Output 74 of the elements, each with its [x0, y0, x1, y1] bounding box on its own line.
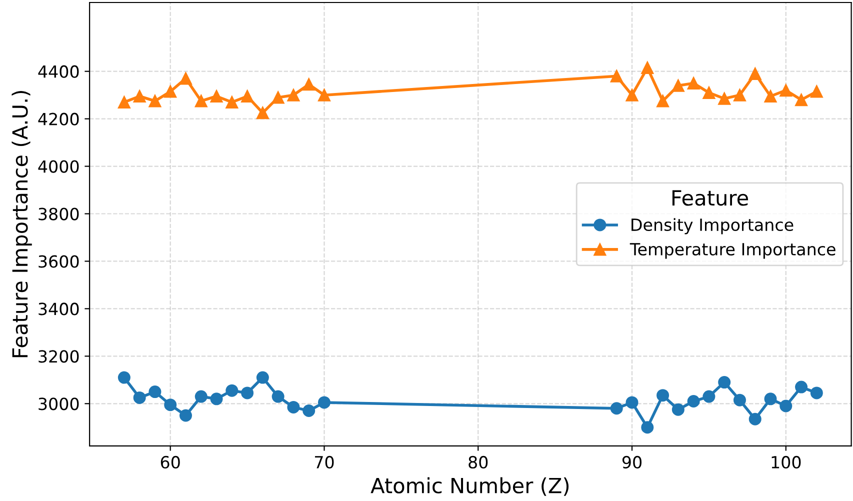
- point: [272, 91, 284, 104]
- point: [302, 78, 316, 91]
- point: [810, 85, 823, 98]
- x-tick-label: 60: [160, 456, 180, 469]
- point: [656, 389, 670, 402]
- y-tick-label: 3400: [38, 302, 79, 316]
- point: [118, 96, 130, 108]
- x-axis-title: Atomic Number (Z): [370, 477, 569, 496]
- legend-label: Density Importance: [632, 218, 794, 234]
- y-tick-label: 3000: [38, 398, 79, 410]
- point: [194, 390, 208, 403]
- point: [133, 90, 146, 103]
- legend-label: Temperature Importance: [630, 243, 836, 259]
- point: [718, 92, 731, 105]
- y-tick-label: 3600: [38, 255, 79, 268]
- point: [626, 88, 638, 102]
- point: [256, 371, 269, 384]
- point: [164, 85, 177, 98]
- point: [226, 96, 238, 108]
- point: [194, 94, 208, 108]
- point: [795, 94, 808, 106]
- point: [656, 94, 670, 108]
- point: [610, 402, 623, 415]
- point: [733, 88, 746, 102]
- point: [118, 371, 130, 384]
- point: [672, 79, 684, 92]
- point: [287, 400, 300, 414]
- y-tick-label: 3200: [38, 350, 79, 363]
- point: [672, 403, 684, 416]
- y-tick-label: 3800: [38, 208, 79, 220]
- point: [164, 398, 177, 412]
- point: [764, 90, 777, 103]
- point: [733, 394, 746, 406]
- point: [302, 404, 316, 418]
- point: [810, 386, 823, 400]
- point: [764, 392, 777, 406]
- x-tick-label: 100: [772, 456, 801, 469]
- point: [272, 390, 284, 403]
- x-tick-label: 80: [468, 456, 488, 469]
- y-axis-title: Feature Importance (A.U.): [12, 91, 32, 358]
- point: [148, 386, 162, 398]
- point: [610, 70, 623, 82]
- point: [256, 106, 269, 120]
- point: [241, 90, 254, 103]
- point: [702, 390, 716, 403]
- point: [795, 380, 808, 394]
- point: [626, 396, 638, 409]
- point: [641, 421, 654, 434]
- point: [748, 412, 762, 426]
- point: [179, 72, 192, 85]
- point: [318, 396, 330, 409]
- y-tick-label: 4400: [38, 65, 79, 78]
- point: [780, 84, 792, 97]
- point: [241, 386, 254, 400]
- point: [687, 76, 700, 90]
- point: [179, 409, 192, 422]
- y-tick-label: 4000: [38, 160, 79, 173]
- x-tick-label: 70: [315, 456, 334, 469]
- point: [148, 94, 162, 108]
- point: [780, 400, 792, 412]
- point: [702, 86, 716, 99]
- point: [287, 88, 300, 102]
- point: [133, 391, 146, 404]
- point: [641, 62, 654, 74]
- point: [718, 376, 731, 389]
- point: [318, 88, 330, 102]
- point: [748, 67, 762, 80]
- point: [687, 395, 700, 408]
- y-tick-label: 4200: [38, 112, 79, 126]
- x-tick-label: 90: [622, 456, 642, 469]
- point: [226, 384, 238, 397]
- point: [210, 392, 223, 406]
- legend-title: Feature: [672, 190, 748, 206]
- point: [210, 90, 223, 103]
